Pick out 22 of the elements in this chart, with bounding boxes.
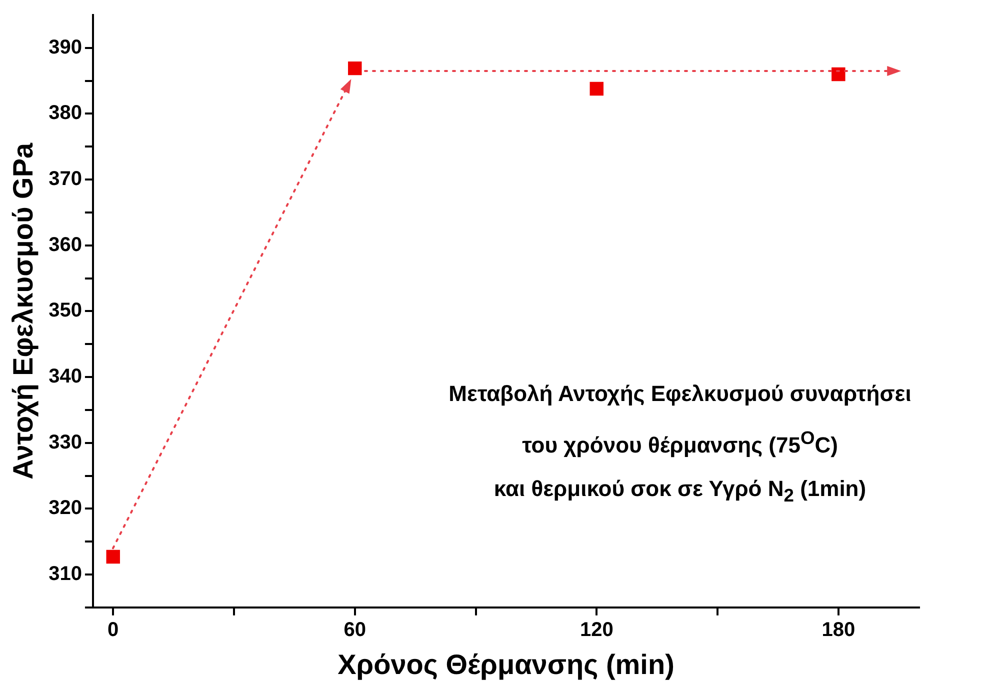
x-tick-label: 120 — [580, 618, 614, 641]
y-tick-label: 380 — [48, 102, 82, 124]
x-tick-label: 180 — [822, 618, 856, 641]
y-tick-label: 370 — [48, 168, 82, 190]
point — [348, 61, 362, 76]
y-tick-label: 350 — [48, 300, 82, 322]
y-axis-title: Αντοχή Εφελκυσμού GPa — [8, 142, 39, 480]
annotation: Μεταβολή Αντοχής Εφελκυσμού συναρτήσει — [448, 380, 912, 408]
x-tick-label: 0 — [108, 618, 119, 641]
y-tick-label: 330 — [48, 431, 82, 454]
y-tick-label: 360 — [48, 234, 82, 256]
annotation: και θερμικού σοκ σε Υγρό N$_{2}$ (1min) — [492, 475, 868, 508]
y-tick-label: 390 — [48, 36, 82, 58]
point — [832, 67, 846, 82]
point — [590, 82, 604, 96]
annotation: του χρόνου θέρμανσης (75$^{O}$C) — [521, 426, 839, 460]
x-tick-label: 60 — [344, 618, 366, 641]
x-axis-title: Χρόνος Θέρμανσης (min) — [338, 648, 674, 680]
y-tick-label: 320 — [48, 497, 82, 520]
point — [106, 550, 120, 564]
y-tick-label: 340 — [48, 366, 82, 388]
y-tick-label: 310 — [48, 563, 82, 586]
